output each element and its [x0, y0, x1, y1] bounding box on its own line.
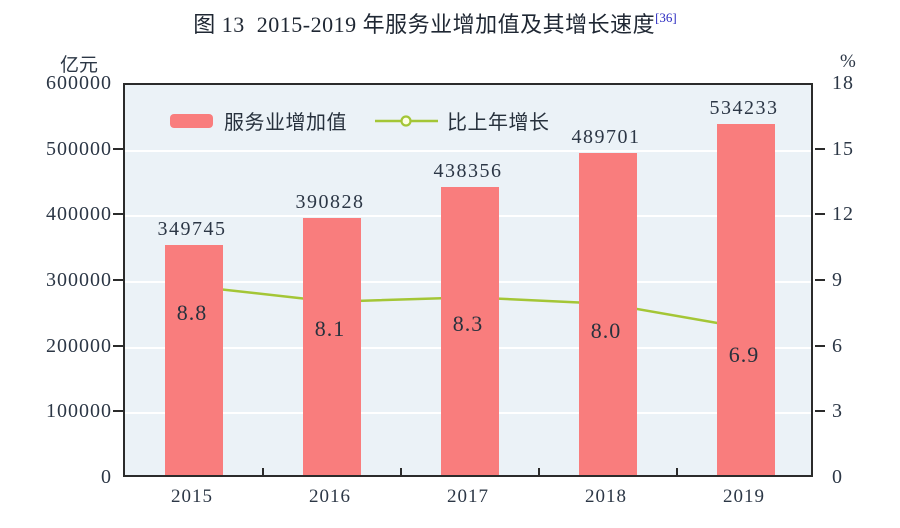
figure-title: 图 13 2015-2019 年服务业增加值及其增长速度[36] — [0, 7, 870, 39]
line-series-swatch — [375, 112, 438, 130]
right-axis-tick — [815, 410, 825, 413]
left-axis-tick — [113, 279, 123, 281]
bar-series-swatch — [170, 113, 213, 128]
right-axis-tick-label: 15 — [832, 137, 854, 160]
x-axis-label-2018: 2018 — [585, 486, 627, 507]
line-value-label: 8.8 — [176, 300, 208, 326]
x-axis-label-2017: 2017 — [447, 486, 489, 507]
line-value-label: 8.3 — [452, 311, 484, 337]
bar-2017 — [441, 187, 499, 475]
line-sample-icon — [375, 114, 438, 127]
bar-2019 — [717, 124, 775, 475]
left-axis-tick — [113, 213, 123, 216]
right-axis-tick-label: 0 — [832, 466, 843, 488]
left-axis-tick — [113, 147, 123, 150]
left-axis-unit-label: 亿元 — [59, 55, 98, 76]
figure-title-text: 图 13 2015-2019 年服务业增加值及其增长速度 — [193, 12, 656, 37]
left-axis-tick — [113, 410, 123, 413]
figure-title-superscript: [36] — [655, 9, 677, 25]
gridline — [125, 149, 811, 152]
line-value-label: 6.9 — [728, 341, 760, 367]
right-axis-tick — [815, 344, 825, 347]
bar-value-label: 489701 — [571, 126, 641, 149]
right-axis-tick-label: 18 — [832, 72, 854, 94]
legend: 服务业增加值 比上年增长 — [170, 106, 550, 135]
line-value-label: 8.1 — [314, 315, 346, 341]
x-axis-tick — [262, 468, 264, 475]
left-axis-tick — [113, 344, 123, 347]
legend-label-bar-series: 服务业增加值 — [224, 112, 347, 134]
bar-value-label: 438356 — [433, 160, 503, 183]
x-axis-label-2019: 2019 — [723, 486, 765, 507]
left-axis-tick-label: 100000 — [46, 400, 112, 423]
left-axis-tick-label: 400000 — [46, 203, 112, 226]
x-axis-label-2015: 2015 — [171, 486, 213, 507]
right-axis-tick-label: 3 — [832, 400, 843, 423]
left-axis-tick-label: 0 — [101, 466, 112, 488]
left-axis-tick-label: 600000 — [46, 72, 112, 94]
x-axis-tick — [538, 468, 540, 475]
right-axis-tick — [815, 213, 825, 216]
legend-label-line-series: 比上年增长 — [447, 112, 550, 134]
bar-2016 — [303, 218, 361, 475]
bar-value-label: 534233 — [709, 97, 779, 120]
left-axis-tick-label: 500000 — [46, 137, 112, 160]
left-axis-tick-label: 300000 — [46, 269, 112, 291]
bar-2015 — [165, 245, 223, 475]
x-axis-tick — [400, 468, 402, 475]
x-axis-label-2016: 2016 — [309, 486, 351, 507]
bar-value-label: 349745 — [157, 218, 227, 241]
right-axis-tick-label: 9 — [832, 269, 843, 291]
plot-area — [123, 83, 813, 477]
right-axis-tick — [815, 279, 825, 281]
bar-2018 — [579, 153, 637, 475]
bar-value-label: 390828 — [295, 191, 365, 214]
line-value-label: 8.0 — [590, 317, 622, 343]
left-axis-tick-label: 200000 — [46, 334, 112, 357]
right-axis-tick — [815, 147, 825, 150]
right-axis-tick-label: 12 — [832, 203, 854, 226]
right-axis-unit-label: % — [840, 51, 856, 72]
right-axis-tick-label: 6 — [832, 334, 843, 357]
x-axis-tick — [676, 468, 678, 475]
